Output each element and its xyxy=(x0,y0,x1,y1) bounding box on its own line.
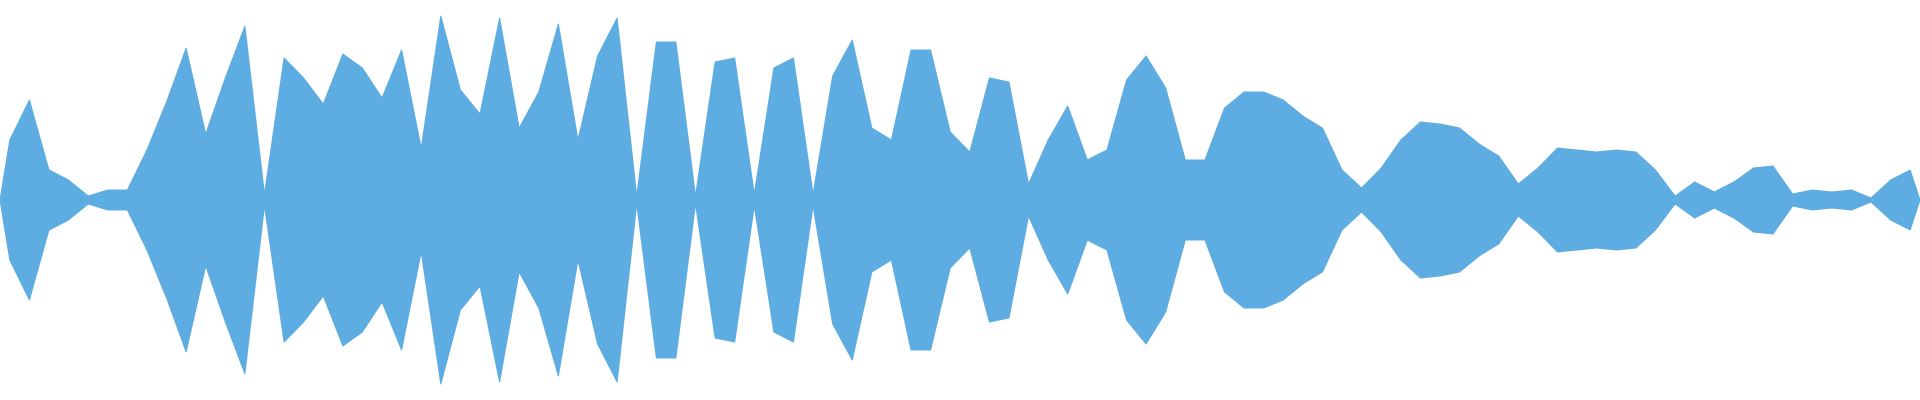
waveform-upper xyxy=(0,15,1920,201)
waveform-lower xyxy=(0,199,1920,385)
